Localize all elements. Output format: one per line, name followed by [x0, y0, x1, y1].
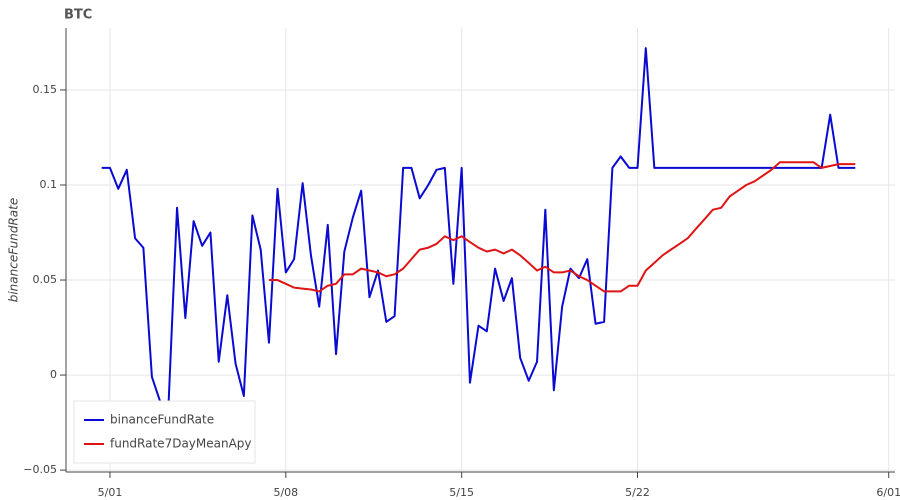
x-tick-label: 5/01	[98, 486, 123, 499]
y-tick-label: 0.1	[40, 178, 58, 191]
x-tick-label: 6/01	[876, 486, 900, 499]
x-tick-label: 5/22	[625, 486, 650, 499]
series-line	[101, 47, 856, 407]
legend: binanceFundRate fundRate7DayMeanApy	[73, 400, 256, 464]
legend-box	[73, 400, 256, 464]
legend-label: binanceFundRate	[110, 413, 214, 427]
x-tick-label: 5/08	[273, 486, 298, 499]
y-tick-label: 0	[50, 368, 57, 381]
y-axis-label: binanceFundRate	[7, 198, 21, 303]
legend-label: fundRate7DayMeanApy	[110, 437, 252, 451]
chart-title: BTC	[64, 8, 92, 23]
y-tick-label: 0.15	[33, 83, 58, 96]
y-tick-label: 0.05	[33, 273, 58, 286]
x-tick-label: 5/15	[449, 486, 474, 499]
y-tick-label: −0.05	[23, 463, 57, 476]
series-line	[268, 161, 856, 293]
